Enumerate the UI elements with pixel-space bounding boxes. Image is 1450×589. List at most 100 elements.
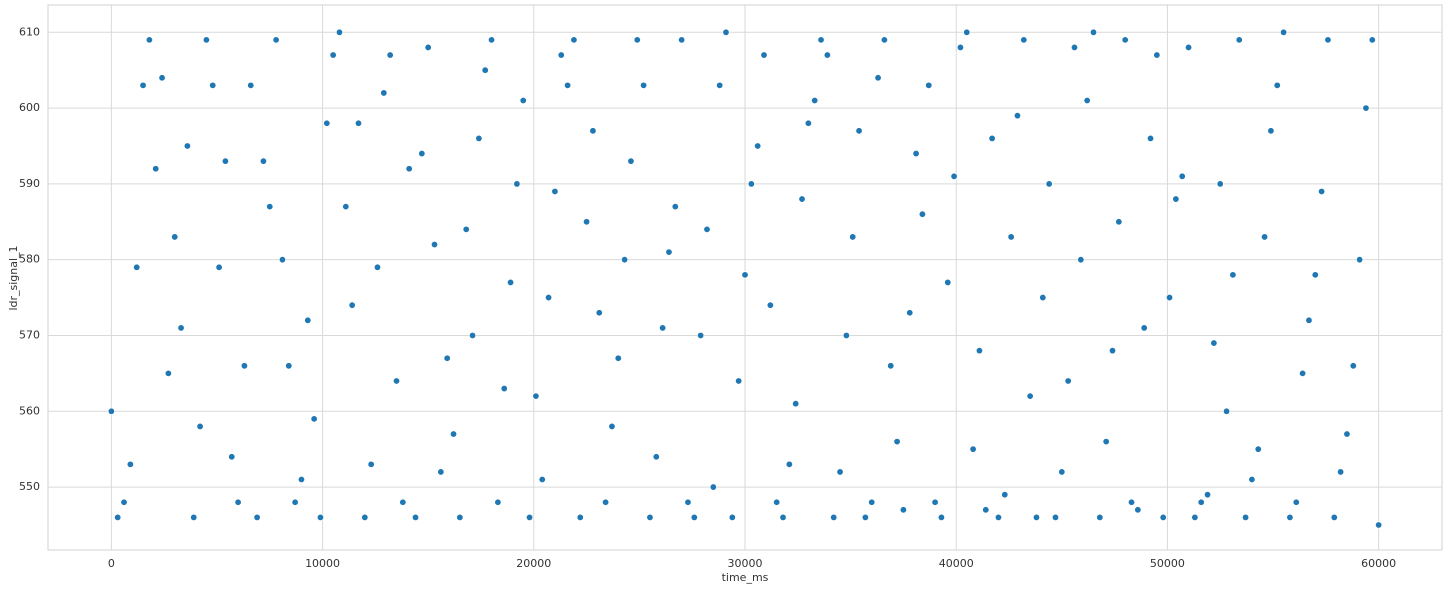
point (887, 362, 895, 370)
point (817, 36, 825, 44)
point (658, 324, 667, 332)
point (310, 415, 318, 423)
point (107, 407, 116, 415)
point (684, 498, 692, 506)
x-tick-label: 10000 (305, 557, 340, 570)
point (373, 263, 382, 271)
point (475, 134, 483, 143)
point (601, 498, 610, 506)
point (1210, 339, 1218, 347)
point (779, 513, 787, 522)
point (1064, 377, 1072, 385)
point (1254, 445, 1262, 453)
point (1077, 255, 1085, 264)
point (386, 51, 394, 59)
point (1349, 362, 1357, 370)
point (703, 225, 711, 234)
point (772, 498, 781, 506)
point (532, 392, 540, 400)
y-tick-label: 560 (19, 404, 40, 417)
y-tick-label: 610 (19, 25, 40, 38)
point (253, 513, 261, 522)
point (1330, 513, 1338, 522)
point (1108, 346, 1117, 355)
y-tick-label: 600 (19, 101, 40, 114)
point (925, 81, 933, 90)
point (183, 142, 192, 150)
point (462, 225, 470, 234)
point (1096, 513, 1104, 522)
x-tick-label: 60000 (1361, 557, 1396, 570)
point (1260, 233, 1269, 241)
point (215, 263, 223, 271)
point (1229, 271, 1237, 279)
point (177, 324, 185, 332)
point (538, 475, 546, 484)
point (1203, 490, 1212, 499)
point (1317, 187, 1326, 196)
point (988, 134, 996, 143)
point (1197, 498, 1205, 506)
point (715, 81, 724, 90)
point (443, 354, 451, 362)
point (171, 233, 179, 241)
point (209, 81, 217, 90)
point (994, 513, 1003, 522)
point (133, 263, 141, 271)
point (791, 400, 800, 408)
point (760, 51, 768, 59)
point (1216, 180, 1224, 188)
point (722, 28, 730, 36)
point (291, 498, 299, 506)
point (316, 513, 325, 522)
point (1305, 316, 1313, 325)
point (728, 513, 737, 522)
point (247, 81, 255, 90)
point (399, 498, 407, 506)
point (513, 180, 521, 188)
point (1324, 36, 1332, 44)
x-tick-label: 50000 (1150, 557, 1185, 570)
point (158, 74, 166, 82)
point (893, 437, 901, 446)
point (811, 96, 819, 105)
point (361, 513, 369, 522)
point (506, 278, 515, 287)
point (196, 422, 204, 431)
point (652, 453, 660, 461)
point (595, 309, 603, 317)
point (677, 36, 686, 44)
point (576, 513, 584, 522)
point (525, 513, 534, 522)
point (665, 248, 673, 256)
point (335, 28, 344, 36)
point (1089, 28, 1098, 36)
point (1001, 490, 1009, 499)
point (544, 293, 553, 302)
point (494, 498, 502, 506)
point (734, 377, 743, 385)
point (608, 422, 616, 431)
point (804, 119, 813, 127)
point (323, 119, 331, 127)
point (234, 498, 242, 506)
point (1051, 513, 1060, 522)
point (418, 149, 426, 158)
point (1134, 506, 1142, 514)
point (1241, 513, 1250, 522)
point (1311, 271, 1319, 279)
point (411, 513, 420, 522)
point (589, 127, 597, 135)
point (899, 506, 908, 514)
point (861, 513, 870, 522)
point (944, 278, 952, 287)
point (1083, 96, 1091, 105)
point (190, 513, 198, 522)
point (1374, 521, 1383, 529)
point (614, 354, 622, 362)
point (836, 468, 844, 476)
point (367, 460, 375, 469)
y-axis-label: ldr_signal_1 (7, 245, 20, 310)
point (228, 453, 236, 461)
point (500, 384, 508, 393)
